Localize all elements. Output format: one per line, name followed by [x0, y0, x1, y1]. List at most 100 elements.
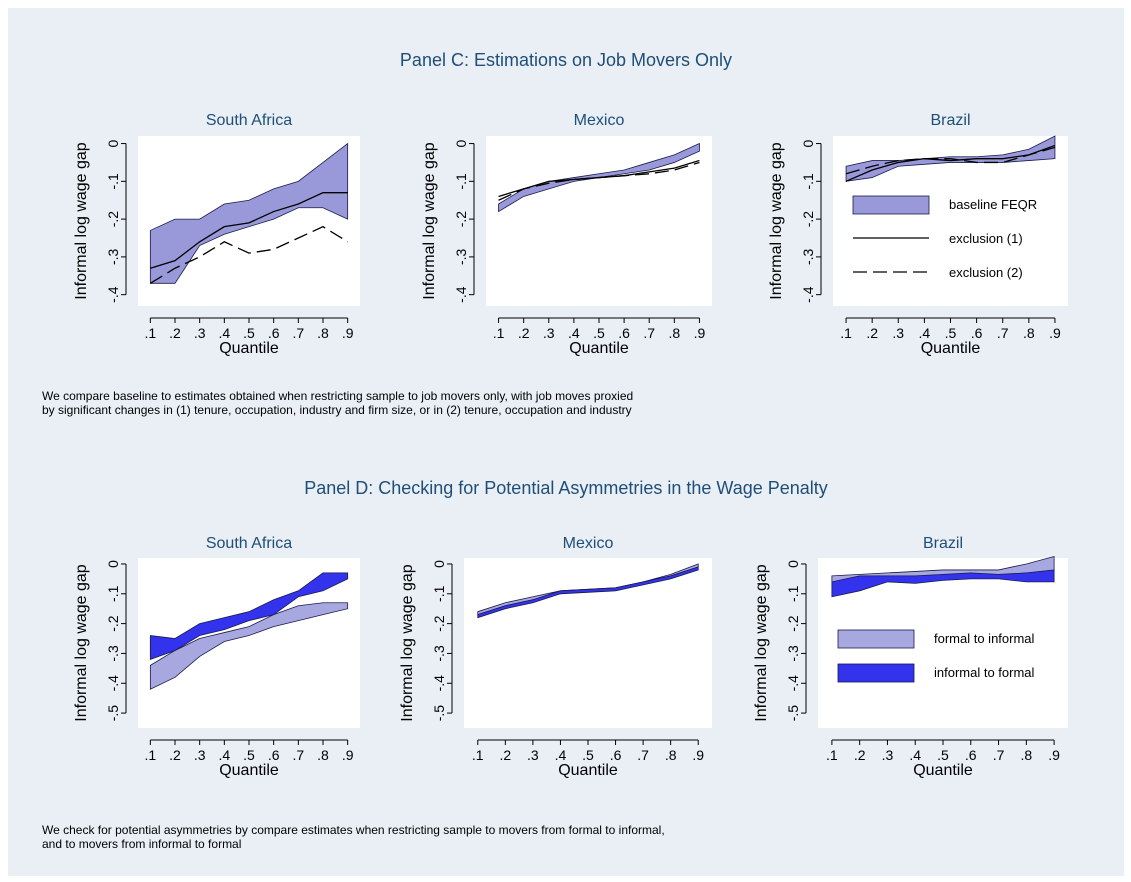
- y-tick-label: -.4: [105, 286, 121, 303]
- chart-3: South Africa 0 -.1 -.2 -.3 -.4 -.5 Informal log…: [73, 535, 360, 779]
- x-tick-label: .4: [909, 747, 921, 763]
- band-informal-to-formal: [831, 569, 1055, 598]
- x-tick-label: .2: [854, 747, 866, 763]
- legend-label: informal to formal: [934, 665, 1035, 680]
- y-tick-label: -.2: [785, 615, 801, 632]
- y-tick-label: -.3: [800, 249, 816, 266]
- y-axis-label: Informal log wage gap: [73, 564, 90, 722]
- y-tick-label: 0: [785, 560, 801, 568]
- y-axis-label: Informal log wage gap: [753, 564, 770, 722]
- plot-area: [464, 558, 712, 728]
- figure-canvas: Panel C: Estimations on Job Movers Only W…: [42, 50, 1068, 851]
- y-tick-label: -.1: [453, 173, 469, 190]
- x-tick-label: .9: [342, 747, 354, 763]
- x-tick-label: .2: [169, 325, 181, 341]
- chart-4: Mexico 0 -.1 -.2 -.3 -.4 -.5 Informal log wage …: [399, 535, 712, 779]
- chart-title: Brazil: [923, 535, 963, 552]
- x-tick-label: .4: [919, 325, 931, 341]
- x-tick-label: .6: [618, 325, 630, 341]
- y-tick-label: 0: [105, 139, 121, 147]
- x-tick-label: .8: [668, 325, 680, 341]
- x-tick-label: .3: [892, 325, 904, 341]
- legend-swatch: [837, 629, 915, 649]
- x-tick-label: .8: [1023, 325, 1035, 341]
- y-tick-label: -.1: [800, 173, 816, 190]
- x-axis-label: Quantile: [219, 762, 279, 779]
- panel-note-line: We check for potential asymmetries by co…: [42, 823, 665, 837]
- x-tick-label: .6: [971, 325, 983, 341]
- y-tick-label: -.1: [431, 585, 447, 602]
- x-tick-label: .5: [243, 747, 255, 763]
- x-tick-label: .1: [826, 747, 838, 763]
- legend-swatch: [837, 663, 915, 683]
- y-tick-label: 0: [431, 560, 447, 568]
- y-axis-label: Informal log wage gap: [768, 142, 785, 300]
- x-tick-label: .5: [937, 747, 949, 763]
- legend-label: exclusion (1): [949, 231, 1023, 246]
- y-tick-label: 0: [453, 139, 469, 147]
- legend-label: formal to informal: [934, 631, 1035, 646]
- x-tick-label: .4: [218, 325, 230, 341]
- y-tick-label: -.4: [785, 675, 801, 692]
- y-tick-label: -.3: [105, 645, 121, 662]
- y-tick-label: -.2: [431, 615, 447, 632]
- x-tick-label: .1: [840, 325, 852, 341]
- x-tick-label: .3: [194, 325, 206, 341]
- x-tick-label: .4: [568, 325, 580, 341]
- chart-5: Brazil 0 -.1 -.2 -.3 -.4 -.5 Informal log wage …: [753, 535, 1068, 779]
- x-axis-label: Quantile: [921, 340, 981, 357]
- chart-title: Mexico: [563, 535, 614, 552]
- legend-swatch: [852, 195, 930, 215]
- x-tick-label: .3: [527, 747, 539, 763]
- x-tick-label: .2: [518, 325, 530, 341]
- chart-title: South Africa: [206, 112, 292, 129]
- x-tick-label: .6: [965, 747, 977, 763]
- y-tick-label: -.1: [785, 585, 801, 602]
- x-tick-label: .1: [144, 747, 156, 763]
- x-axis-label: Quantile: [219, 340, 279, 357]
- y-tick-label: -.3: [431, 645, 447, 662]
- x-tick-label: .6: [610, 747, 622, 763]
- band-baseline-feqr: [149, 142, 349, 284]
- chart-2: Brazil 0 -.1 -.2 -.3 -.4 Informal log wage gap…: [768, 112, 1068, 357]
- x-tick-label: .6: [268, 747, 280, 763]
- y-tick-label: -.2: [105, 615, 121, 632]
- legend-label: baseline FEQR: [949, 197, 1037, 212]
- x-tick-label: .1: [144, 325, 156, 341]
- line-exclusion-2-: [149, 225, 349, 284]
- band-formal-to-informal: [149, 602, 349, 690]
- x-tick-label: .3: [194, 747, 206, 763]
- y-tick-label: -.1: [105, 585, 121, 602]
- chart-title: South Africa: [206, 535, 292, 552]
- x-tick-label: .8: [1020, 747, 1032, 763]
- y-tick-label: -.4: [105, 675, 121, 692]
- y-axis-label: Informal log wage gap: [399, 564, 416, 722]
- x-tick-label: .3: [882, 747, 894, 763]
- y-tick-label: -.5: [785, 705, 801, 722]
- y-axis-label: Informal log wage gap: [73, 142, 90, 300]
- line-exclusion-1-: [150, 192, 348, 269]
- y-tick-label: -.3: [453, 249, 469, 266]
- x-tick-label: .7: [292, 747, 304, 763]
- x-tick-label: .1: [472, 747, 484, 763]
- x-tick-label: .6: [268, 325, 280, 341]
- x-tick-label: .7: [292, 325, 304, 341]
- line-exclusion-2-: [498, 161, 700, 201]
- x-tick-label: .5: [582, 747, 594, 763]
- x-tick-label: .7: [637, 747, 649, 763]
- x-tick-label: .2: [499, 747, 511, 763]
- x-tick-label: .2: [169, 747, 181, 763]
- y-tick-label: 0: [105, 560, 121, 568]
- x-tick-label: .4: [218, 747, 230, 763]
- panel-title: Panel C: Estimations on Job Movers Only: [400, 50, 732, 70]
- panel-title: Panel D: Checking for Potential Asymmetr…: [304, 478, 828, 498]
- y-tick-label: -.4: [453, 286, 469, 303]
- chart-0: South Africa 0 -.1 -.2 -.3 -.4 Informal log wa…: [73, 112, 360, 357]
- figure-background: Panel C: Estimations on Job Movers Only W…: [8, 8, 1124, 876]
- x-tick-label: .1: [493, 325, 505, 341]
- y-tick-label: -.4: [800, 286, 816, 303]
- x-tick-label: .9: [692, 747, 704, 763]
- y-tick-label: -.1: [105, 173, 121, 190]
- x-tick-label: .9: [1048, 747, 1060, 763]
- legend-label: exclusion (2): [949, 265, 1023, 280]
